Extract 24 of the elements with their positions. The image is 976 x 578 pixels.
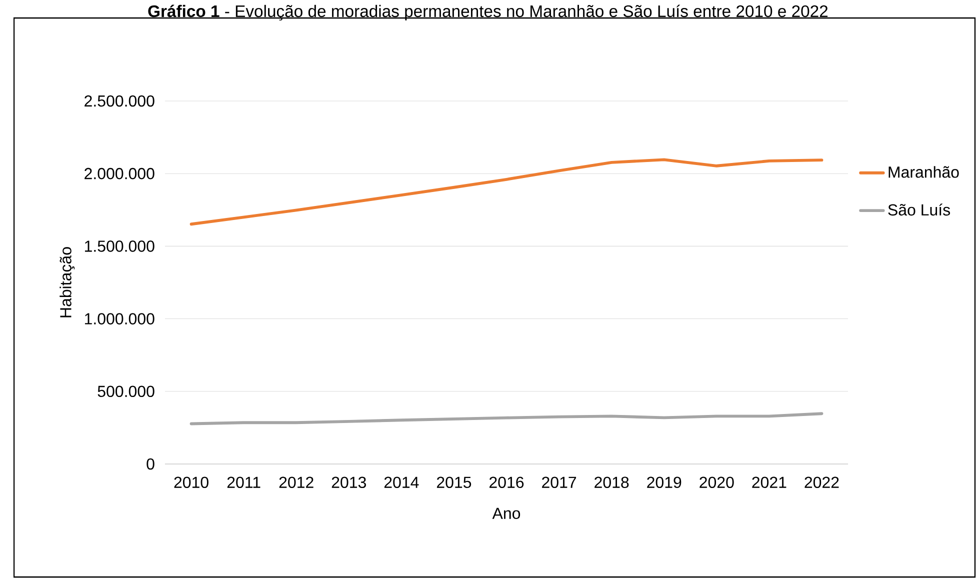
x-tick-label: 2020 <box>700 476 734 488</box>
x-tick-label: 2010 <box>174 476 208 488</box>
y-tick-label: 2.000.000 <box>84 168 154 180</box>
x-tick-label: 2021 <box>752 476 786 488</box>
x-tick-label: 2011 <box>227 476 260 488</box>
x-tick-label: 2022 <box>804 476 839 488</box>
legend-label: São Luís <box>888 204 950 216</box>
y-tick-label: 1.000.000 <box>84 313 154 324</box>
x-tick-label: 2012 <box>279 476 314 488</box>
y-axis-title: Habitação <box>60 247 75 318</box>
y-tick-label: 2.500.000 <box>84 95 154 107</box>
x-tick-label: 2014 <box>384 476 419 488</box>
x-tick-label: 2016 <box>490 476 524 488</box>
x-tick-label: 2017 <box>542 476 576 488</box>
y-tick-label: 1.500.000 <box>84 240 154 252</box>
x-tick-label: 2019 <box>647 476 682 488</box>
y-tick-label: 0 <box>146 458 154 470</box>
chart-title: Gráfico 1 - Evolução de moradias permanentes no Maranhão e São Luís entre 2010 e 2022 <box>148 4 828 21</box>
legend-label: Maranhão <box>888 166 959 178</box>
x-axis-title: Ano <box>492 508 520 519</box>
x-tick-label: 2013 <box>332 476 366 488</box>
x-tick-label: 2015 <box>436 476 472 488</box>
y-tick-label: 500.000 <box>98 386 154 398</box>
x-tick-label: 2018 <box>594 476 629 488</box>
